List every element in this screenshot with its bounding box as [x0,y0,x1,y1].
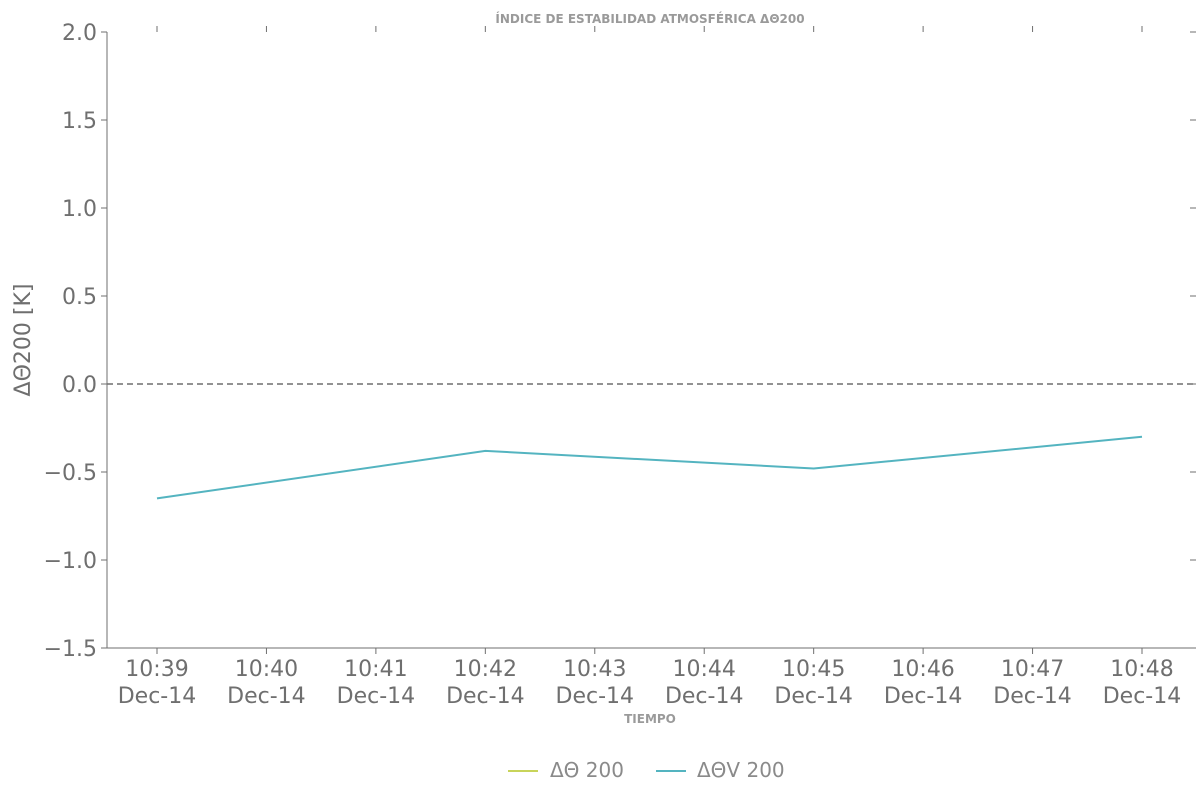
ticks: 2.01.51.00.50.0−0.5−1.0−1.510:39Dec-1410… [44,21,1196,709]
x-tick-label-time: 10:44 [673,657,736,682]
legend-label: ΔΘ 200 [550,758,624,782]
x-tick-label-date: Dec-14 [884,684,963,709]
y-tick-label: 1.5 [62,109,97,134]
x-tick-label-date: Dec-14 [337,684,416,709]
x-tick-label-time: 10:41 [344,657,407,682]
legend-label: ΔΘV 200 [697,758,785,782]
x-tick-label-date: Dec-14 [446,684,525,709]
y-tick-label: −1.5 [44,637,97,662]
y-tick-label: 2.0 [62,21,97,46]
x-tick-label-time: 10:45 [782,657,845,682]
x-tick-label-date: Dec-14 [556,684,635,709]
axes [106,32,1196,649]
y-tick-label: −1.0 [44,549,97,574]
y-axis-label: ΔΘ200 [K] [11,284,36,397]
y-tick-label: 0.5 [62,285,97,310]
x-tick-label-date: Dec-14 [118,684,197,709]
series-layer [156,435,1143,500]
x-tick-label-date: Dec-14 [665,684,744,709]
series-line-1 [156,435,1143,500]
x-tick-label-time: 10:42 [454,657,517,682]
x-tick-label-time: 10:39 [125,657,188,682]
x-tick-label-date: Dec-14 [774,684,853,709]
x-tick-label-time: 10:47 [1001,657,1064,682]
x-tick-label-time: 10:46 [891,657,954,682]
y-tick-label: 1.0 [62,197,97,222]
x-axis-label: TIEMPO [624,712,676,726]
y-tick-label: −0.5 [44,461,97,486]
x-tick-label-date: Dec-14 [227,684,306,709]
y-tick-label: 0.0 [62,373,97,398]
x-tick-label-time: 10:43 [563,657,626,682]
x-tick-label-date: Dec-14 [1103,684,1182,709]
x-tick-label-time: 10:48 [1110,657,1173,682]
x-tick-label-time: 10:40 [235,657,298,682]
legend: ΔΘ 200 ΔΘV 200 [508,758,785,782]
x-tick-label-date: Dec-14 [993,684,1072,709]
chart-title: ÍNDICE DE ESTABILIDAD ATMOSFÉRICA ΔΘ200 [495,11,804,26]
